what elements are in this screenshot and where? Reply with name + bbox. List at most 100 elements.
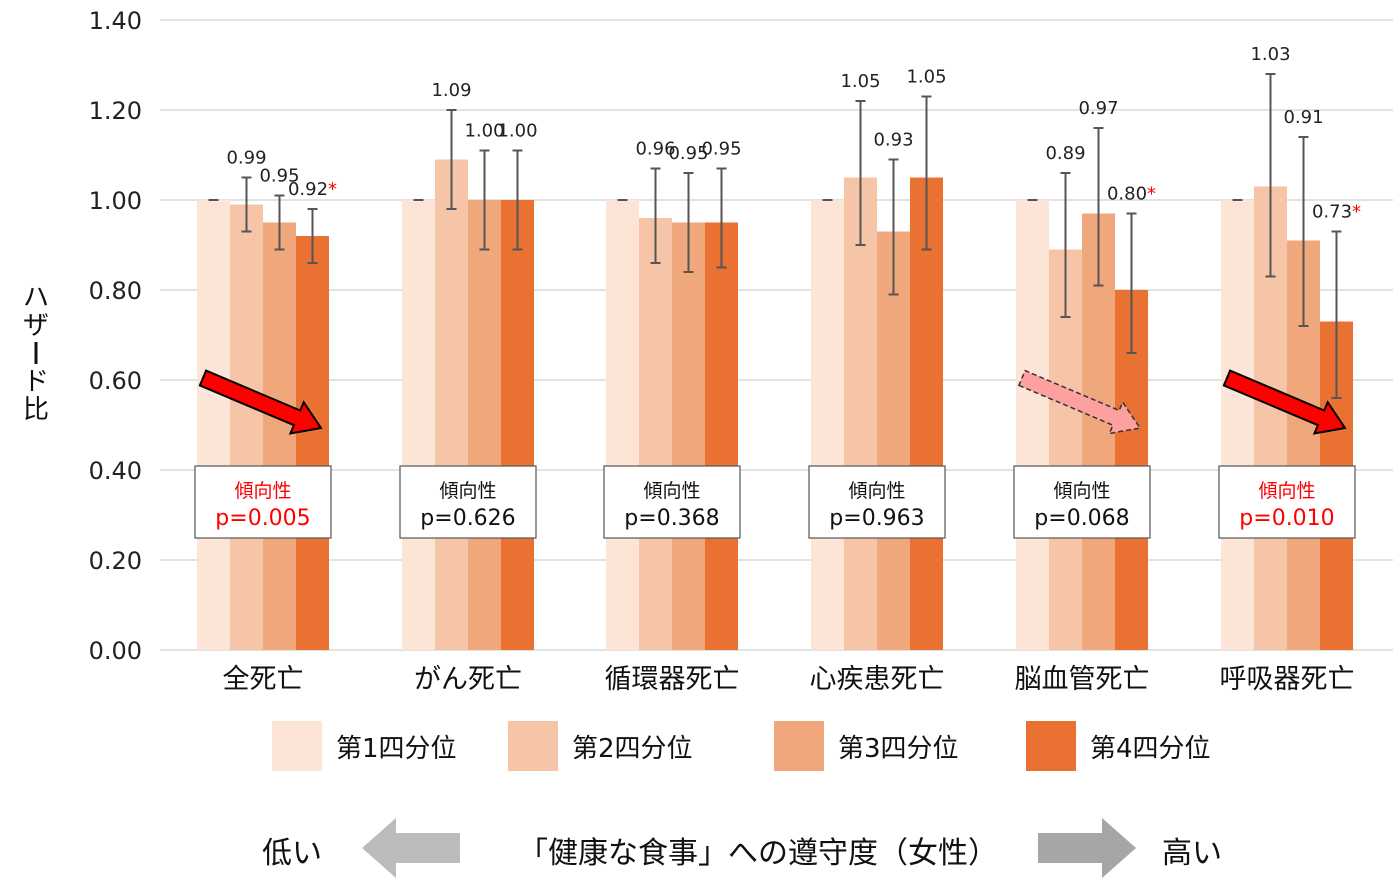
trend-title: 傾向性: [234, 480, 291, 502]
trend-box: [603, 465, 741, 539]
bar-1-q3: [263, 222, 296, 650]
axis-caption: 「健康な食事」への遵守度（女性）: [518, 836, 998, 871]
trend-box: [808, 465, 946, 539]
data-label: 1.00: [464, 121, 504, 142]
data-label: 1.00: [497, 121, 537, 142]
trend-arrows: [198, 369, 1347, 435]
legend-item-q4: 第4四分位: [1026, 720, 1211, 772]
trend-arrow-icon: [198, 369, 323, 435]
trend-title: 傾向性: [643, 480, 700, 502]
legend-swatch-q1: [272, 721, 322, 771]
bar-3-q3: [672, 222, 705, 650]
data-label: 0.93: [873, 130, 913, 151]
y-tick-label: 1.00: [89, 187, 142, 215]
trend-title: 傾向性: [1053, 480, 1110, 502]
significance-marker: *: [1352, 202, 1361, 223]
legend-item-q1: 第1四分位: [272, 720, 457, 772]
ylabel-long-vowel: [34, 342, 38, 364]
y-tick-label: 0.00: [89, 637, 142, 665]
bar-4-q4: [910, 177, 943, 650]
data-label: 0.89: [1045, 143, 1085, 164]
y-tick-label: 1.20: [89, 97, 142, 125]
trend-p-value: p=0.068: [1034, 506, 1129, 531]
y-tick-label: 0.20: [89, 547, 142, 575]
trend-p-value: p=0.626: [420, 506, 515, 531]
bar-2-q2: [435, 159, 468, 650]
left-arrow-icon: [362, 818, 460, 878]
low-label: 低い: [262, 836, 322, 871]
bar-4-q1: [811, 200, 844, 650]
y-tick-label: 1.40: [89, 7, 142, 35]
bar-3-q2: [639, 218, 672, 650]
legend-swatch-q2: [508, 721, 558, 771]
bar-2-q3: [468, 200, 501, 650]
trend-box: [194, 465, 332, 539]
x-tick-label: 脳血管死亡: [1015, 664, 1150, 695]
y-axis-label: ハザド比: [23, 283, 49, 425]
adherence-scale: 低い 「健康な食事」への遵守度（女性） 高い: [0, 818, 1393, 878]
y-tick-label: 0.40: [89, 457, 142, 485]
legend-swatch-q4: [1026, 721, 1076, 771]
x-axis-ticks: 全死亡 がん死亡 循環器死亡 心疾患死亡 脳血管死亡 呼吸器死亡: [223, 664, 1355, 695]
trend-box: [1013, 465, 1151, 539]
data-label: 1.05: [906, 67, 946, 88]
data-label: 0.95: [701, 139, 741, 160]
trend-arrow-icon: [1017, 369, 1142, 435]
bar-3-q4: [705, 222, 738, 650]
legend-label-q2: 第2四分位: [572, 733, 693, 764]
legend-label-q1: 第1四分位: [336, 733, 457, 764]
bar-2-q1: [402, 200, 435, 650]
bars: [197, 159, 1353, 650]
data-label: 0.95: [259, 166, 299, 187]
trend-box: [399, 465, 537, 539]
trend-p-value: p=0.010: [1239, 506, 1334, 531]
x-tick-label: 循環器死亡: [605, 664, 740, 695]
y-axis-ticks: 0.00 0.20 0.40 0.60 0.80 1.00 1.20 1.40: [89, 7, 142, 665]
data-label: 1.05: [840, 71, 880, 92]
data-label: 1.09: [431, 80, 471, 101]
data-label: 0.80*: [1107, 184, 1156, 205]
data-label: 0.97: [1078, 98, 1118, 119]
data-label: 0.73*: [1312, 202, 1361, 223]
trend-arrow-icon: [1222, 369, 1347, 435]
significance-marker: *: [328, 179, 337, 200]
trend-title: 傾向性: [848, 480, 905, 502]
data-label: 0.92*: [288, 179, 337, 200]
legend: 第1四分位 第2四分位 第3四分位 第4四分位: [0, 720, 1393, 772]
right-arrow-icon: [1038, 818, 1136, 878]
trend-box: [1218, 465, 1356, 539]
bar-1-q4: [296, 236, 329, 650]
data-label: 0.96: [635, 139, 675, 160]
legend-label-q4: 第4四分位: [1090, 733, 1211, 764]
data-label: 0.91: [1283, 107, 1323, 128]
trend-p-value: p=0.368: [624, 506, 719, 531]
legend-item-q3: 第3四分位: [774, 720, 959, 772]
trend-p-value: p=0.005: [215, 506, 310, 531]
legend-label-q3: 第3四分位: [838, 733, 959, 764]
bar-6-q1: [1221, 200, 1254, 650]
data-labels: 0.990.950.92*1.091.001.000.960.950.951.0…: [226, 44, 1361, 223]
gridlines: [160, 19, 1393, 651]
trend-title: 傾向性: [1258, 480, 1315, 502]
legend-item-q2: 第2四分位: [508, 720, 693, 772]
hazard-ratio-chart: 0.00 0.20 0.40 0.60 0.80 1.00 1.20 1.40 ハザド比 0.…: [23, 7, 1393, 695]
x-tick-label: 全死亡: [223, 664, 304, 695]
legend-swatch-q3: [774, 721, 824, 771]
error-bars: [208, 73, 1342, 399]
bar-5-q1: [1016, 200, 1049, 650]
bar-3-q1: [606, 200, 639, 650]
bar-4-q3: [877, 231, 910, 650]
bar-4-q2: [844, 177, 877, 650]
data-label: 1.03: [1250, 44, 1290, 65]
y-tick-label: 0.80: [89, 277, 142, 305]
significance-marker: *: [1147, 184, 1156, 205]
bar-2-q4: [501, 200, 534, 650]
x-tick-label: 呼吸器死亡: [1220, 664, 1355, 695]
bar-1-q2: [230, 204, 263, 650]
data-label: 0.99: [226, 148, 266, 169]
x-tick-label: 心疾患死亡: [810, 664, 945, 695]
trend-p-value: p=0.963: [829, 506, 924, 531]
trend-title: 傾向性: [439, 480, 496, 502]
trend-boxes: 傾向性 p=0.005 傾向性 p=0.626 傾向性 p=0.368 傾向性 p=0.963…: [194, 465, 1356, 539]
high-label: 高い: [1162, 836, 1222, 871]
